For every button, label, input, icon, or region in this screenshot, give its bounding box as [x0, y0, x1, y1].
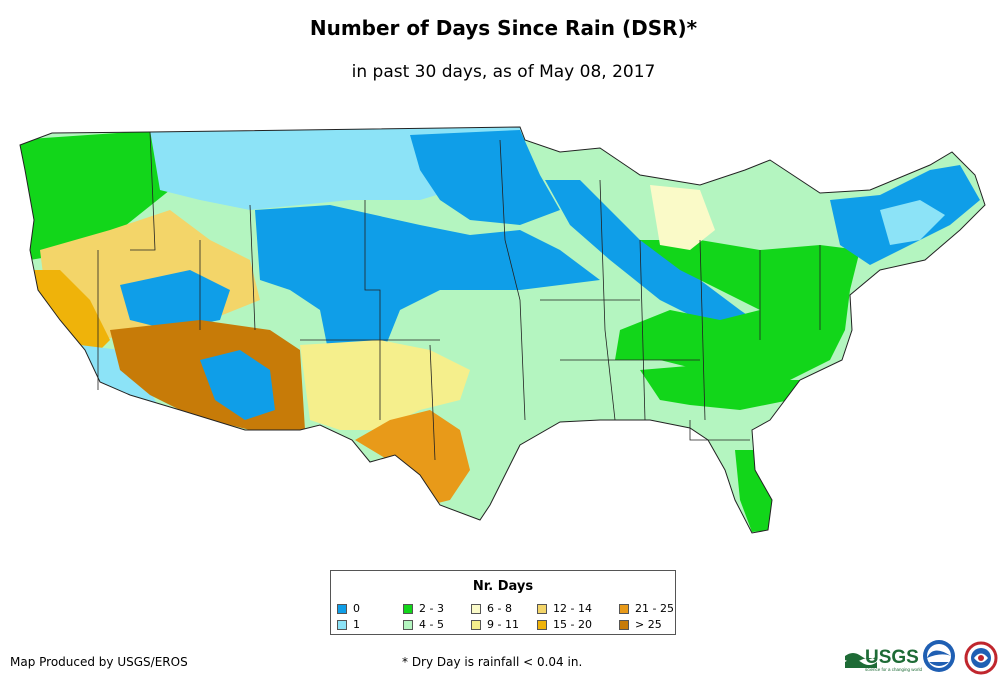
legend-label: 0: [353, 602, 360, 615]
legend: Nr. Days 0 1 2 - 3 4 - 5 6 - 8 9 - 11 12 - 14 1…: [330, 570, 676, 635]
map-subtitle: in past 30 days, as of May 08, 2017: [351, 62, 656, 82]
legend-label: 1: [353, 618, 360, 631]
legend-title: Nr. Days: [472, 579, 534, 594]
nws-logo: [964, 641, 998, 675]
legend-item: > 25: [619, 618, 662, 631]
legend-item: 9 - 11: [471, 618, 519, 631]
legend-label: 2 - 3: [419, 602, 444, 615]
legend-label: > 25: [635, 618, 662, 631]
legend-item: 6 - 8: [471, 602, 512, 615]
legend-label: 15 - 20: [553, 618, 592, 631]
legend-swatch: [471, 604, 481, 614]
legend-item: 1: [337, 618, 360, 631]
legend-label: 6 - 8: [487, 602, 512, 615]
region-ohio-valley-2-3: [615, 240, 860, 385]
legend-swatch: [403, 620, 413, 630]
legend-label: 12 - 14: [553, 602, 592, 615]
legend-item: 0: [337, 602, 360, 615]
legend-item: 15 - 20: [537, 618, 592, 631]
region-socal-1: [80, 345, 160, 410]
usgs-logo: USGS science for a changing world: [845, 647, 923, 672]
region-michigan-6-8: [650, 185, 715, 250]
legend-label: 21 - 25: [635, 602, 674, 615]
legend-swatch: [337, 620, 347, 630]
legend-swatch: [537, 604, 547, 614]
region-arizona-0: [200, 350, 275, 420]
legend-swatch: [337, 604, 347, 614]
region-southeast-2-3: [640, 365, 800, 410]
region-new-england-1: [880, 200, 945, 245]
svg-text:USGS: USGS: [865, 647, 919, 668]
map-credit: Map Produced by USGS/EROS: [10, 655, 188, 669]
region-nm-texas-9-11: [300, 340, 470, 430]
region-central-rockies-0: [255, 205, 600, 360]
map-title: Number of Days Since Rain (DSR)*: [309, 16, 698, 40]
noaa-logo: [923, 640, 955, 672]
legend-item: 12 - 14: [537, 602, 592, 615]
region-south-texas-21-25: [355, 410, 470, 505]
region-nevada-0: [120, 270, 230, 330]
legend-swatch: [403, 604, 413, 614]
region-northwest-2-3: [20, 130, 170, 260]
agency-logos: USGS science for a changing world: [845, 640, 998, 675]
legend-swatch: [471, 620, 481, 630]
legend-swatch: [537, 620, 547, 630]
legend-item: 4 - 5: [403, 618, 444, 631]
region-california-15-20: [28, 270, 110, 360]
legend-label: 4 - 5: [419, 618, 444, 631]
svg-text:science for a changing world: science for a changing world: [865, 667, 923, 672]
legend-item: 2 - 3: [403, 602, 444, 615]
legend-swatch: [619, 604, 629, 614]
region-dakotas-0: [410, 130, 560, 225]
legend-label: 9 - 11: [487, 618, 519, 631]
legend-swatch: [619, 620, 629, 630]
state-borders: [97, 131, 821, 461]
us-dsr-map: [19, 126, 986, 534]
dry-day-footnote: * Dry Day is rainfall < 0.04 in.: [402, 655, 583, 669]
legend-item: 21 - 25: [619, 602, 674, 615]
